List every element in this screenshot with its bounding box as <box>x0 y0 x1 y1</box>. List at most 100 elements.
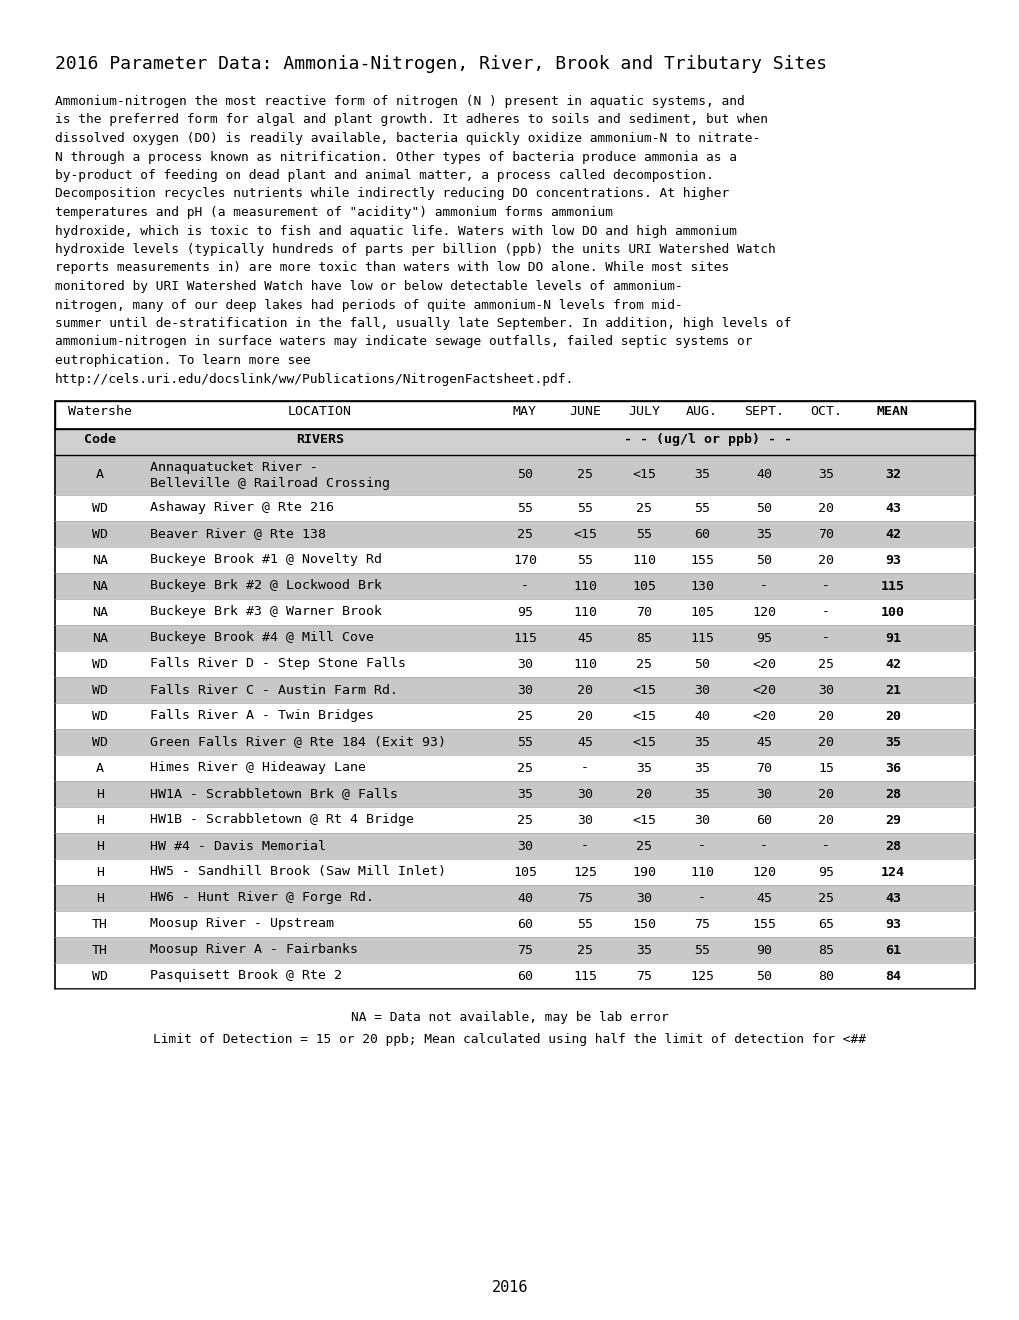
Text: 45: 45 <box>577 735 592 748</box>
Text: 43: 43 <box>884 502 900 515</box>
Text: 20: 20 <box>817 553 834 566</box>
Text: -: - <box>821 840 829 853</box>
Text: WD: WD <box>92 735 108 748</box>
Text: 25: 25 <box>636 840 651 853</box>
Text: -: - <box>581 840 588 853</box>
Text: 190: 190 <box>632 866 655 879</box>
Text: 20: 20 <box>577 710 592 722</box>
Bar <box>55 964 974 989</box>
Text: Himes River @ Hideaway Lane: Himes River @ Hideaway Lane <box>150 762 366 775</box>
Text: Code: Code <box>84 433 116 446</box>
Text: 30: 30 <box>693 813 709 826</box>
Bar <box>55 833 974 859</box>
Text: 2016 Parameter Data: Ammonia-Nitrogen, River, Brook and Tributary Sites: 2016 Parameter Data: Ammonia-Nitrogen, R… <box>55 55 826 73</box>
Text: 115: 115 <box>573 969 596 982</box>
Text: Belleville @ Railroad Crossing: Belleville @ Railroad Crossing <box>150 477 389 490</box>
Bar <box>55 704 974 729</box>
Text: 100: 100 <box>880 606 904 619</box>
Text: Buckeye Brk #2 @ Lockwood Brk: Buckeye Brk #2 @ Lockwood Brk <box>150 579 382 593</box>
Text: Ashaway River @ Rte 216: Ashaway River @ Rte 216 <box>150 502 333 515</box>
Text: 120: 120 <box>751 606 775 619</box>
Text: 50: 50 <box>517 469 533 482</box>
Text: 30: 30 <box>577 813 592 826</box>
Text: 35: 35 <box>817 469 834 482</box>
Text: JULY: JULY <box>628 405 659 418</box>
Text: Falls River C - Austin Farm Rd.: Falls River C - Austin Farm Rd. <box>150 684 397 697</box>
Text: 35: 35 <box>636 944 651 957</box>
Text: 45: 45 <box>577 631 592 644</box>
Text: 50: 50 <box>693 657 709 671</box>
Text: 155: 155 <box>689 553 713 566</box>
Text: 124: 124 <box>880 866 904 879</box>
Bar <box>55 807 974 833</box>
Text: -: - <box>759 579 767 593</box>
Text: <20: <20 <box>751 684 775 697</box>
Text: 25: 25 <box>636 502 651 515</box>
Text: 20: 20 <box>817 735 834 748</box>
Text: 45: 45 <box>755 735 771 748</box>
Text: -: - <box>697 840 705 853</box>
Text: NA: NA <box>92 631 108 644</box>
Text: WD: WD <box>92 657 108 671</box>
Text: MEAN: MEAN <box>876 405 908 418</box>
Text: 42: 42 <box>884 657 900 671</box>
Text: 20: 20 <box>817 710 834 722</box>
Text: A: A <box>96 469 104 482</box>
Bar <box>55 624 974 651</box>
Text: 85: 85 <box>817 944 834 957</box>
Bar <box>55 677 974 704</box>
Text: <15: <15 <box>632 469 655 482</box>
Text: HW1B - Scrabbletown @ Rt 4 Bridge: HW1B - Scrabbletown @ Rt 4 Bridge <box>150 813 414 826</box>
Text: 30: 30 <box>636 891 651 904</box>
Text: Watershe: Watershe <box>68 405 131 418</box>
Text: 30: 30 <box>517 657 533 671</box>
Text: 40: 40 <box>755 469 771 482</box>
Text: Ammonium-nitrogen the most reactive form of nitrogen (N ) present in aquatic sys: Ammonium-nitrogen the most reactive form… <box>55 95 744 108</box>
Text: http://cels.uri.edu/docslink/ww/Publications/NitrogenFactsheet.pdf.: http://cels.uri.edu/docslink/ww/Publicat… <box>55 372 574 385</box>
Bar <box>55 937 974 964</box>
Text: 110: 110 <box>632 553 655 566</box>
Text: 15: 15 <box>817 762 834 775</box>
Text: RIVERS: RIVERS <box>296 433 343 446</box>
Text: hydroxide levels (typically hundreds of parts per billion (ppb) the units URI Wa: hydroxide levels (typically hundreds of … <box>55 243 775 256</box>
Text: 35: 35 <box>636 762 651 775</box>
Text: 30: 30 <box>577 788 592 800</box>
Text: 2016: 2016 <box>491 1280 528 1295</box>
Text: 75: 75 <box>577 891 592 904</box>
Bar <box>55 859 974 884</box>
Text: 20: 20 <box>817 788 834 800</box>
Text: -: - <box>821 579 829 593</box>
Text: TH: TH <box>92 917 108 931</box>
Text: <15: <15 <box>573 528 596 540</box>
Text: monitored by URI Watershed Watch have low or below detectable levels of ammonium: monitored by URI Watershed Watch have lo… <box>55 280 682 293</box>
Text: 35: 35 <box>693 762 709 775</box>
Bar <box>55 911 974 937</box>
Text: 130: 130 <box>689 579 713 593</box>
Text: 35: 35 <box>884 735 900 748</box>
Text: 35: 35 <box>755 528 771 540</box>
Text: 115: 115 <box>689 631 713 644</box>
Text: 42: 42 <box>884 528 900 540</box>
Text: Beaver River @ Rte 138: Beaver River @ Rte 138 <box>150 528 326 540</box>
Text: 70: 70 <box>817 528 834 540</box>
Text: 45: 45 <box>755 891 771 904</box>
Text: 50: 50 <box>755 969 771 982</box>
Text: <15: <15 <box>632 684 655 697</box>
Bar <box>55 401 974 989</box>
Text: -: - <box>821 606 829 619</box>
Text: 25: 25 <box>817 891 834 904</box>
Text: 84: 84 <box>884 969 900 982</box>
Text: 55: 55 <box>517 502 533 515</box>
Text: 115: 115 <box>880 579 904 593</box>
Bar <box>55 495 974 521</box>
Text: HW #4 - Davis Memorial: HW #4 - Davis Memorial <box>150 840 326 853</box>
Text: Buckeye Brook #1 @ Novelty Rd: Buckeye Brook #1 @ Novelty Rd <box>150 553 382 566</box>
Text: WD: WD <box>92 710 108 722</box>
Text: Falls River D - Step Stone Falls: Falls River D - Step Stone Falls <box>150 657 406 671</box>
Bar <box>55 573 974 599</box>
Text: AUG.: AUG. <box>686 405 717 418</box>
Text: -: - <box>581 762 588 775</box>
Text: 20: 20 <box>817 502 834 515</box>
Text: 60: 60 <box>693 528 709 540</box>
Text: Buckeye Brook #4 @ Mill Cove: Buckeye Brook #4 @ Mill Cove <box>150 631 374 644</box>
